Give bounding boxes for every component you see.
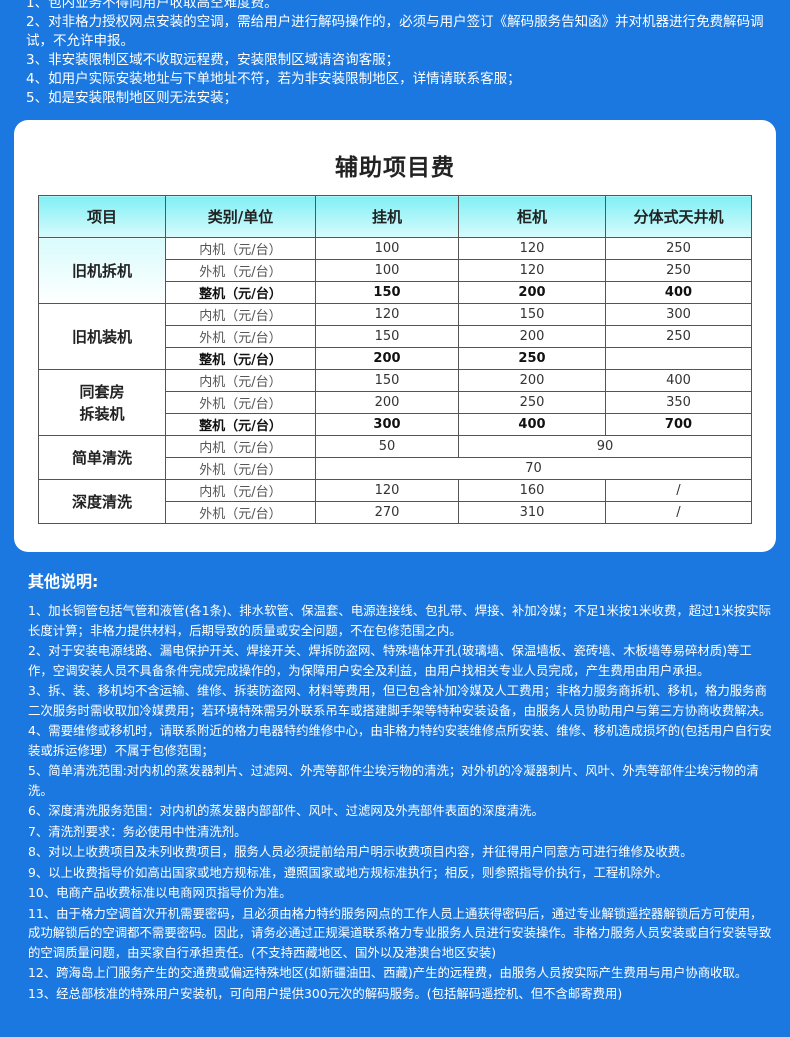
unit-cell: 内机（元/台） — [165, 237, 316, 260]
price-cell: 120 — [315, 479, 459, 502]
price-cell: 160 — [458, 479, 606, 502]
price-cell: 200 — [315, 391, 459, 414]
note-item: 9、以上收费指导价如高出国家或地方规标准，遵照国家或地方规标准执行；相反，则参照… — [28, 864, 668, 880]
price-cell: 120 — [315, 303, 459, 326]
fee-table: 项目 类别/单位 挂机 柜机 分体式天井机 旧机拆机 内机（元/台） 100 120 2… — [38, 195, 752, 524]
header-item: 项目 — [38, 195, 166, 238]
note-item: 10、电商产品收费标准以电商网页指导价为准。 — [28, 885, 292, 900]
note-item: 4、需要维修或移机时，请联系附近的格力电器特约维修中心，由非格力特约安装维修点所… — [28, 723, 772, 758]
unit-cell: 内机（元/台） — [165, 369, 316, 392]
table-header-row: 项目 类别/单位 挂机 柜机 分体式天井机 — [38, 195, 752, 238]
price-cell: 100 — [315, 259, 459, 282]
price-cell: / — [605, 501, 752, 524]
table-row: 深度清洗 内机（元/台） 120 160/ — [38, 479, 752, 524]
price-cell: 300 — [315, 413, 459, 436]
price-cell: 200 — [458, 281, 606, 304]
unit-cell: 外机（元/台） — [165, 391, 316, 414]
price-cell: 150 — [458, 303, 606, 326]
item-cell: 旧机装机 — [38, 303, 166, 370]
table-row: 旧机拆机 内机（元/台） 100 120 250 — [38, 237, 752, 304]
price-cell: / — [605, 479, 752, 502]
note-item: 5、简单清洗范围:对内机的蒸发器刺片、过滤网、外壳等部件尘埃污物的清洗；对外机的… — [28, 763, 759, 798]
price-cell: 120 — [458, 259, 606, 282]
price-cell — [605, 347, 752, 370]
price-cell: 100 — [315, 237, 459, 260]
item-cell: 深度清洗 — [38, 479, 166, 524]
price-cell: 250 — [605, 237, 752, 260]
note-item: 6、深度清洗服务范围：对内机的蒸发器内部部件、风叶、过滤网及外壳部件表面的深度清… — [28, 803, 544, 818]
header-unit: 类别/单位 — [165, 195, 316, 238]
note-item: 12、跨海岛上门服务产生的交通费或偏远特殊地区(如新疆油田、西藏)产生的远程费，… — [28, 965, 748, 980]
top-note: 4、如用户实际安装地址与下单地址不符，若为非安装限制地区，详情请联系客服； — [26, 71, 521, 87]
note-item: 1、加长铜管包括气管和液管(各1条)、排水软管、保温套、电源连接线、包扎带、焊接… — [28, 603, 771, 638]
price-cell: 70 — [315, 457, 752, 480]
price-cell: 50 — [315, 435, 459, 458]
unit-cell: 外机（元/台） — [165, 457, 316, 480]
price-cell: 700 — [605, 413, 752, 436]
table-row: 外机（元/台） 270 310/ — [39, 501, 752, 524]
price-cell: 150 — [315, 369, 459, 392]
price-cell: 310 — [458, 501, 606, 524]
fee-table-title: 辅助项目费 — [335, 155, 455, 181]
unit-cell: 内机（元/台） — [165, 479, 316, 502]
price-cell: 200 — [315, 347, 459, 370]
price-cell: 400 — [458, 413, 606, 436]
unit-cell: 内机（元/台） — [165, 435, 316, 458]
price-cell: 200 — [458, 369, 606, 392]
item-cell: 简单清洗 — [38, 435, 166, 480]
top-note: 2、对非格力授权网点安装的空调，需给用户进行解码操作的，必须与用户签订《解码服务… — [26, 14, 764, 49]
unit-cell: 整机（元/台） — [165, 281, 316, 304]
price-cell: 120 — [458, 237, 606, 260]
unit-cell: 外机（元/台） — [165, 325, 316, 348]
unit-cell: 外机（元/台） — [165, 501, 316, 524]
header-cabinet: 柜机 — [458, 195, 606, 238]
unit-cell: 外机（元/台） — [165, 259, 316, 282]
note-item: 7、清洗剂要求：务必使用中性清洗剂。 — [28, 823, 247, 839]
fee-card: 辅助项目费 项目 类别/单位 挂机 柜机 分体式天井机 旧机拆机 内机（元/台） 1… — [14, 120, 776, 552]
note-item: 2、对于安装电源线路、漏电保护开关、焊接开关、焊拆防盗网、特殊墙体开孔(玻璃墙、… — [28, 643, 752, 678]
note-item: 11、由于格力空调首次开机需要密码，且必须由格力特约服务网点的工作人员上通获得密… — [28, 905, 772, 960]
top-note: 5、如是安装限制地区则无法安装； — [26, 90, 238, 106]
table-row: 旧机装机 内机（元/台） 120 150 300 — [38, 303, 752, 370]
table-row: 整机（元/台） 300 400 700 — [39, 413, 752, 436]
price-cell: 250 — [458, 391, 606, 414]
price-cell: 250 — [458, 347, 606, 370]
item-cell: 同套房 拆装机 — [38, 369, 166, 436]
price-cell: 250 — [605, 259, 752, 282]
price-cell: 400 — [605, 281, 752, 304]
price-cell: 400 — [605, 369, 752, 392]
unit-cell: 整机（元/台） — [165, 347, 316, 370]
price-cell: 300 — [605, 303, 752, 326]
note-item: 13、经总部核准的特殊用户安装机，可向用户提供300元次的解码服务。(包括解码遥… — [28, 985, 623, 1001]
top-note: 1、包内业务不得向用户收取高空难度费。 — [26, 0, 278, 11]
price-cell: 90 — [458, 435, 752, 458]
table-row: 外机（元/台） 150 200 250 — [39, 325, 752, 348]
top-note: 3、非安装限制区域不收取远程费，安装限制区域请咨询客服； — [26, 52, 400, 68]
item-cell: 旧机拆机 — [38, 237, 166, 304]
price-cell: 150 — [315, 281, 459, 304]
price-cell: 150 — [315, 325, 459, 348]
note-item: 8、对以上收费项目及未列收费项目，服务人员必须提前给用户明示收费项目内容，并征得… — [28, 844, 693, 859]
note-item: 3、拆、装、移机均不含运输、维修、拆装防盗网、材料等费用，但已包含补加冷媒及人工… — [28, 683, 772, 718]
unit-cell: 整机（元/台） — [165, 413, 316, 436]
table-row: 简单清洗 内机（元/台） 50 90 — [38, 435, 752, 480]
header-wall: 挂机 — [315, 195, 459, 238]
price-cell: 350 — [605, 391, 752, 414]
price-cell: 270 — [315, 501, 459, 524]
table-row: 外机（元/台） 200 250 350 — [39, 391, 752, 414]
price-cell: 200 — [458, 325, 606, 348]
top-notes: 1、包内业务不得向用户收取高空难度费。 2、对非格力授权网点安装的空调，需给用户… — [26, 0, 776, 108]
header-ceiling: 分体式天井机 — [605, 195, 752, 238]
other-notes: 其他说明: 1、加长铜管包括气管和液管(各1条)、排水软管、保温套、电源连接线、… — [28, 568, 773, 1004]
price-cell: 250 — [605, 325, 752, 348]
unit-cell: 内机（元/台） — [165, 303, 316, 326]
other-notes-title: 其他说明: — [28, 572, 99, 591]
table-row: 同套房 拆装机 内机（元/台） 150 200 400 — [38, 369, 752, 436]
table-row: 整机（元/台） 200 250 — [39, 347, 752, 370]
